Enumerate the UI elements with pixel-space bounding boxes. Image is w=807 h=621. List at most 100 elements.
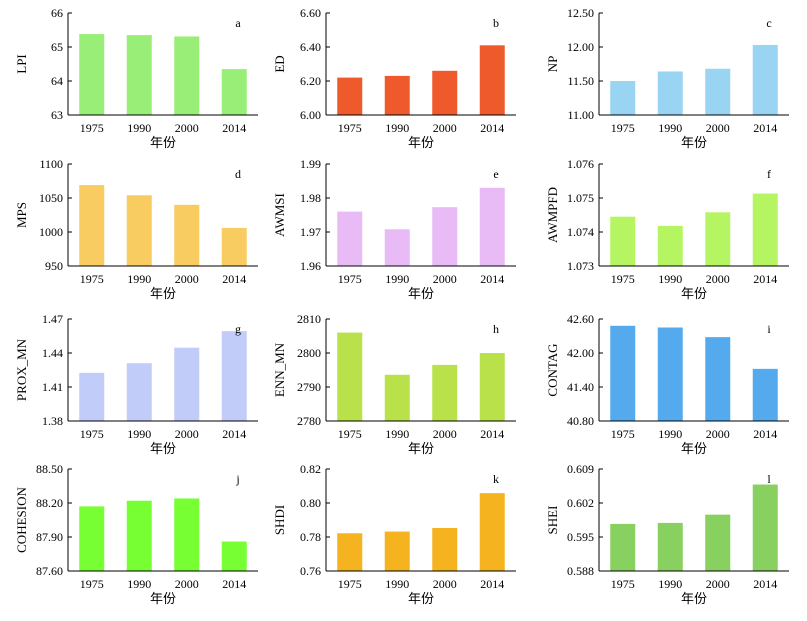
- x-tick-label-k: 1975: [338, 577, 362, 591]
- y-tick-label-l: 0.595: [567, 530, 594, 544]
- y-tick-label-f: 1.074: [567, 225, 594, 239]
- bar-k-2014: [479, 493, 505, 571]
- x-tick-label-h: 1990: [385, 427, 409, 441]
- x-tick-label-c: 2000: [706, 121, 730, 135]
- x-tick-label-g: 2014: [222, 427, 246, 441]
- y-tick-label-d: 1050: [39, 191, 63, 205]
- x-tick-label-d: 2014: [222, 272, 246, 286]
- bar-h-2014: [479, 353, 505, 421]
- y-tick-label-e: 1.96: [300, 259, 321, 273]
- y-axis-label-j: COHESION: [14, 487, 29, 553]
- bar-g-1990: [126, 363, 152, 421]
- y-tick-label-a: 64: [51, 74, 63, 88]
- bar-d-2014: [221, 227, 247, 266]
- y-tick-label-i: 41.40: [567, 380, 594, 394]
- panel-letter-l: l: [767, 472, 771, 486]
- y-tick-label-a: 66: [51, 6, 63, 20]
- x-tick-label-j: 2000: [175, 577, 199, 591]
- x-axis-label-c: 年份: [681, 136, 707, 151]
- x-axis-label-l: 年份: [681, 592, 707, 607]
- bar-f-1975: [610, 216, 636, 266]
- bar-a-2000: [174, 36, 200, 115]
- x-axis-label-b: 年份: [408, 136, 434, 151]
- x-tick-label-h: 2000: [433, 427, 457, 441]
- y-tick-label-b: 6.60: [300, 6, 321, 20]
- bar-c-1990: [657, 71, 683, 115]
- y-tick-label-l: 0.602: [567, 496, 594, 510]
- y-tick-label-c: 11.50: [567, 74, 594, 88]
- y-tick-label-g: 1.44: [42, 346, 63, 360]
- y-tick-label-k: 0.76: [300, 564, 321, 578]
- y-tick-label-c: 11.00: [567, 108, 594, 122]
- y-tick-label-f: 1.073: [567, 259, 594, 273]
- x-tick-label-j: 1990: [127, 577, 151, 591]
- x-axis-label-g: 年份: [150, 442, 176, 457]
- panel-d: 950 1000 1050 1100 1975 1990 2000 2014 年份 MPS d: [14, 157, 258, 302]
- y-tick-label-e: 1.99: [300, 157, 321, 171]
- x-tick-label-e: 2014: [480, 272, 504, 286]
- panel-letter-k: k: [493, 472, 499, 486]
- y-tick-label-h: 2810: [297, 312, 321, 326]
- x-tick-label-k: 2014: [480, 577, 504, 591]
- x-tick-label-l: 2000: [706, 577, 730, 591]
- y-tick-label-k: 0.80: [300, 496, 321, 510]
- y-axis-label-i: CONTAG: [545, 343, 560, 396]
- bar-c-2000: [705, 68, 731, 115]
- x-tick-label-a: 1975: [80, 121, 104, 135]
- bar-g-1975: [79, 372, 105, 421]
- panel-letter-d: d: [235, 167, 241, 181]
- bar-a-1975: [79, 34, 105, 115]
- x-tick-label-f: 1990: [658, 272, 682, 286]
- x-tick-label-e: 1975: [338, 272, 362, 286]
- bar-d-1990: [126, 195, 152, 266]
- bar-g-2000: [174, 347, 200, 421]
- x-tick-label-c: 1975: [611, 121, 635, 135]
- x-axis-label-e: 年份: [408, 287, 434, 302]
- y-tick-label-i: 40.80: [567, 414, 594, 428]
- bar-b-1975: [337, 77, 363, 115]
- y-axis-label-l: SHEI: [545, 506, 560, 535]
- bar-a-2014: [221, 69, 247, 115]
- y-tick-label-e: 1.97: [300, 225, 321, 239]
- x-tick-label-k: 2000: [433, 577, 457, 591]
- bar-e-2000: [432, 207, 458, 266]
- y-tick-label-h: 2800: [297, 346, 321, 360]
- y-tick-label-j: 87.60: [36, 564, 63, 578]
- x-tick-label-i: 1975: [611, 427, 635, 441]
- y-axis-label-k: SHDI: [272, 505, 287, 535]
- x-tick-label-f: 2000: [706, 272, 730, 286]
- panel-letter-e: e: [493, 167, 498, 181]
- bar-h-1975: [337, 332, 363, 421]
- y-tick-label-k: 0.78: [300, 530, 321, 544]
- y-tick-label-c: 12.50: [567, 6, 594, 20]
- panel-letter-j: j: [235, 472, 239, 486]
- x-axis-label-i: 年份: [681, 442, 707, 457]
- bar-j-1975: [79, 506, 105, 571]
- panel-b: 6.00 6.20 6.40 6.60 1975 1990 2000 2014 年份 ED b: [272, 6, 516, 151]
- panel-l: 0.588 0.595 0.602 0.609 1975 1990 2000 2014 年份 SH…: [545, 462, 789, 607]
- bar-j-2000: [174, 498, 200, 571]
- bar-j-1990: [126, 500, 152, 571]
- panel-i: 40.80 41.40 42.00 42.60 1975 1990 2000 2014 年份 CO…: [545, 312, 789, 457]
- panel-f: 1.073 1.074 1.075 1.076 1975 1990 2000 2014 年份 AW…: [545, 157, 789, 302]
- y-tick-label-j: 88.50: [36, 462, 63, 476]
- y-tick-label-i: 42.60: [567, 312, 594, 326]
- x-axis-label-d: 年份: [150, 287, 176, 302]
- panel-a: 63 64 65 66 1975 1990 2000 2014 年份 LPI a: [14, 6, 258, 151]
- x-axis-label-h: 年份: [408, 442, 434, 457]
- x-tick-label-d: 2000: [175, 272, 199, 286]
- x-tick-label-b: 2000: [433, 121, 457, 135]
- x-tick-label-l: 1975: [611, 577, 635, 591]
- bar-k-1975: [337, 533, 363, 571]
- y-tick-label-g: 1.41: [42, 380, 63, 394]
- y-axis-label-g: PROX_MN: [14, 338, 29, 401]
- y-tick-label-f: 1.075: [567, 191, 594, 205]
- x-tick-label-h: 2014: [480, 427, 504, 441]
- x-tick-label-h: 1975: [338, 427, 362, 441]
- x-tick-label-l: 2014: [753, 577, 777, 591]
- x-tick-label-j: 1975: [80, 577, 104, 591]
- x-tick-label-b: 1990: [385, 121, 409, 135]
- bar-f-2014: [752, 193, 778, 266]
- bar-l-2014: [752, 484, 778, 571]
- x-tick-label-d: 1990: [127, 272, 151, 286]
